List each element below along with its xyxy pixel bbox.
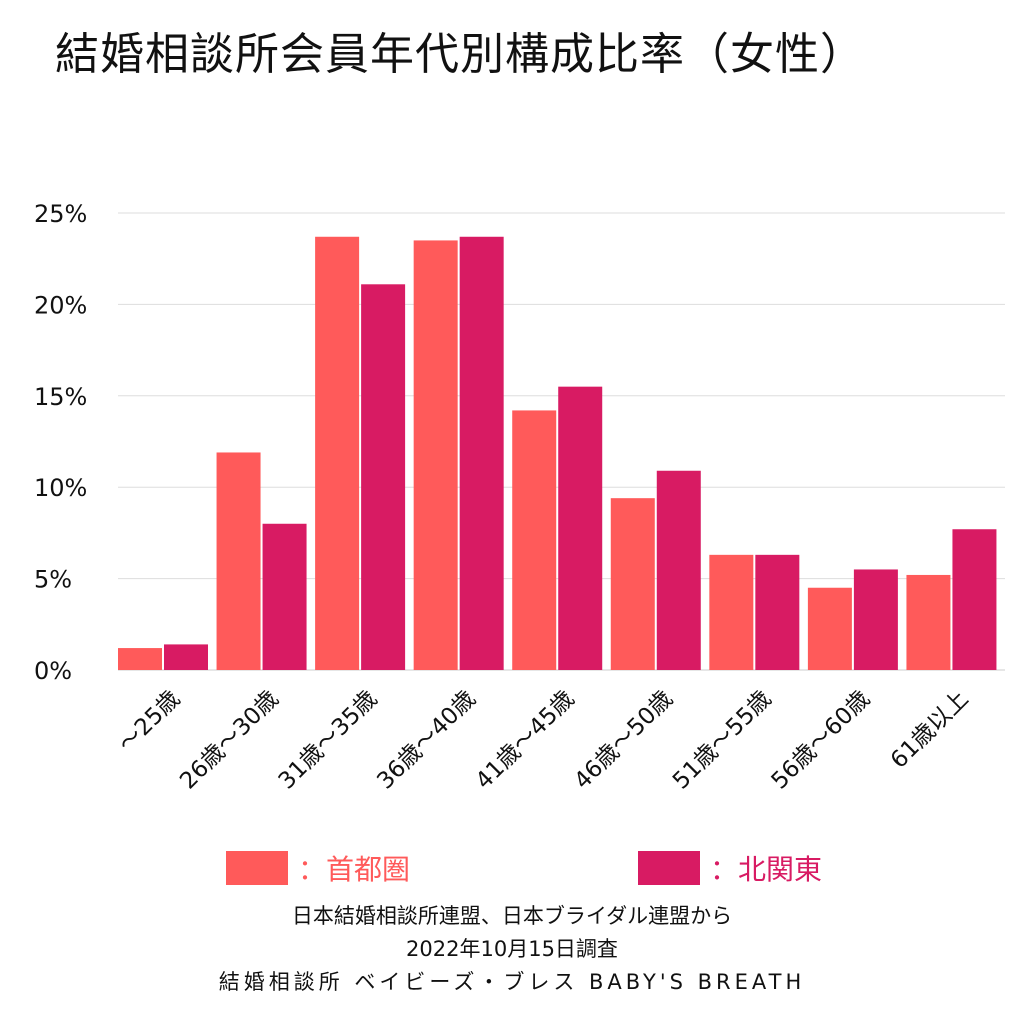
bar-shutoken [315,236,360,670]
bar-shutoken [610,498,655,670]
credit-note: 結婚相談所 ベイビーズ・ブレス BABY'S BREATH [218,970,806,994]
legend-swatch-kitakanto [638,851,700,885]
y-tick-label: 20% [34,291,87,319]
bar-shutoken [512,410,557,670]
bar-shutoken [216,452,261,670]
x-tick-label: 61歳以上 [886,686,974,774]
legend-label-kitakanto: ：北関東 [710,853,823,886]
chart-title: 結婚相談所会員年代別構成比率（女性） [55,29,865,80]
x-tick-label: 36歳～40歳 [372,686,481,795]
legend-item-kitakanto: ：北関東 [638,850,822,886]
y-tick-label: 5% [34,566,72,594]
x-tick-label: 56歳～60歳 [767,686,876,795]
bar-kitakanto [853,569,898,670]
bar-shutoken [413,240,458,671]
source-note: 日本結婚相談所連盟、日本ブライダル連盟から [291,904,733,928]
y-tick-label: 15% [34,383,87,411]
bar-shutoken [118,648,162,670]
x-tick-label: 46歳～50歳 [569,686,678,795]
survey-date-note: 2022年10月15日調査 [406,937,618,961]
y-tick-label: 10% [34,474,87,502]
x-tick-label: 31歳～35歳 [274,686,383,795]
bar-shutoken [709,554,754,670]
legend-swatch-shutoken [226,851,288,885]
bar-kitakanto [656,470,701,670]
source-notes: 日本結婚相談所連盟、日本ブライダル連盟から 2022年10月15日調査 結婚相談… [0,900,1024,999]
x-tick-label: 26歳～30歳 [175,686,284,795]
bar-kitakanto [558,386,603,670]
bar-kitakanto [952,529,997,670]
bar-kitakanto [262,523,307,670]
bar-kitakanto [755,554,800,670]
bar-shutoken [807,587,852,670]
y-tick-label: 25% [34,200,87,228]
bar-kitakanto [361,284,406,670]
x-tick-label: 41歳～45歳 [471,686,580,795]
legend-item-shutoken: ：首都圏 [226,850,410,886]
legend-label-shutoken: ：首都圏 [298,853,411,886]
x-tick-label: 51歳～55歳 [668,686,777,795]
bar-kitakanto [459,236,504,670]
bar-shutoken [906,574,951,670]
y-tick-label: 0% [34,657,72,685]
bar-chart: 0% 5% 10% 15% 20% 25% ～25歳26歳～30歳31歳～35歳36歳～40… [34,200,1005,795]
x-tick-label: ～25歳 [114,686,186,758]
bar-kitakanto [164,644,208,670]
